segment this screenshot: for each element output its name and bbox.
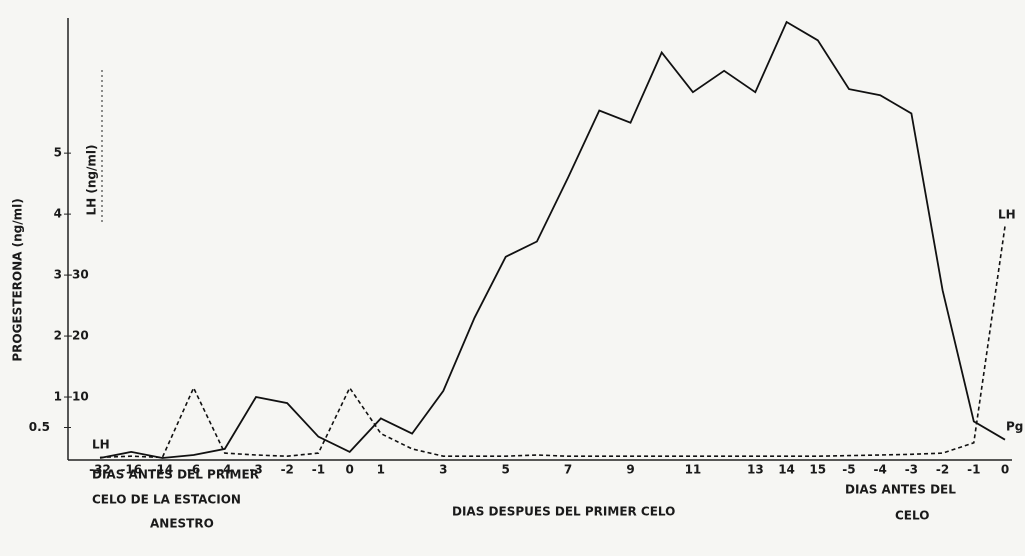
x-tick-label: -16 [120, 463, 142, 477]
annotation: CELO DE LA ESTACION [92, 493, 241, 507]
annotation: ANESTRO [150, 517, 214, 531]
x-tick-label: -1 [312, 463, 325, 477]
annotation: DIAS ANTES DEL [845, 483, 956, 497]
x-tick-label: -3 [249, 463, 262, 477]
x-tick-label: -2 [936, 463, 949, 477]
series-label: LH [92, 438, 110, 452]
x-tick-label: 9 [626, 463, 634, 477]
x-tick-label: -6 [187, 463, 200, 477]
y-tick-label: 1 [54, 390, 62, 404]
y-tick-label: 0.5 [29, 420, 50, 434]
x-tick-label: 7 [564, 463, 572, 477]
y-tick-label: 2 [54, 329, 62, 343]
y2-tick-label: 20 [72, 329, 89, 343]
x-tick-label: -32 [89, 463, 111, 477]
y-tick-label: 5 [54, 146, 62, 160]
x-tick-label: 1 [377, 463, 385, 477]
x-tick-label: 3 [439, 463, 447, 477]
y2-tick-label: 10 [72, 390, 89, 404]
x-tick-label: -4 [218, 463, 231, 477]
y-tick-label: 3 [54, 268, 62, 282]
x-tick-label: 11 [685, 463, 702, 477]
annotation: DIAS ANTES DEL PRIMER [92, 468, 259, 482]
x-tick-label: 0 [1001, 463, 1009, 477]
x-tick-label: 5 [502, 463, 510, 477]
x-tick-label: 14 [778, 463, 795, 477]
y2-tick-label: 30 [72, 268, 89, 282]
x-tick-label: -2 [281, 463, 294, 477]
x-tick-label: -5 [842, 463, 855, 477]
series-label: LH [998, 208, 1016, 222]
annotation: DIAS DESPUES DEL PRIMER CELO [452, 505, 675, 519]
y-axis-label: PROGESTERONA (ng/ml) [11, 198, 25, 361]
x-tick-label: -4 [874, 463, 887, 477]
x-tick-label: -3 [905, 463, 918, 477]
series-label: Pg [1006, 420, 1023, 434]
x-tick-label: 0 [345, 463, 353, 477]
annotation: CELO [895, 509, 929, 523]
series-line [99, 20, 1006, 459]
x-tick-label: -1 [967, 463, 980, 477]
series-line [99, 226, 1006, 459]
y2-axis-label: LH (ng/ml) [85, 145, 99, 216]
x-tick-label: -14 [152, 463, 174, 477]
y-tick-label: 4 [54, 207, 62, 221]
x-tick-label: 13 [747, 463, 764, 477]
x-tick-label: 15 [809, 463, 826, 477]
